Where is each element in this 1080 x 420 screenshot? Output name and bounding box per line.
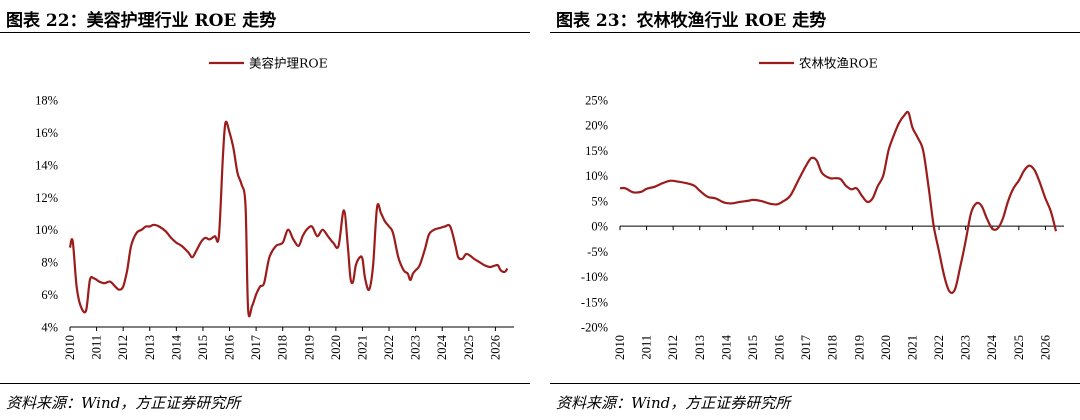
x-tick-label: 2022: [932, 335, 946, 360]
source-note: 资料来源：Wind，方正证券研究所: [556, 394, 791, 412]
chart-panel-beauty: 图表 22：美容护理行业 ROE 走势 美容护理ROE 4% 6% 8% 10% 12% 1…: [0, 0, 530, 420]
x-tick-label: 2017: [249, 335, 263, 360]
y-tick-label: 12%: [35, 191, 58, 205]
x-tick-label: 2014: [169, 334, 183, 360]
x-tick-label: 2023: [409, 335, 423, 360]
x-tick-label: 2017: [799, 335, 813, 360]
chart-title: 图表 23：农林牧渔行业 ROE 走势: [556, 11, 827, 31]
title-divider: [550, 32, 1080, 33]
y-tick-label: 14%: [35, 158, 58, 172]
x-tick-label: 2024: [435, 334, 449, 360]
y-tick-label: -15%: [581, 295, 608, 309]
y-tick-label: 5%: [591, 194, 608, 208]
x-tick-label: 2023: [959, 335, 973, 360]
x-tick-label: 2012: [666, 335, 680, 360]
x-tick-label: 2024: [985, 334, 999, 360]
x-tick-label: 2012: [116, 335, 130, 360]
x-tick-label: 2026: [1038, 335, 1052, 360]
x-tick-label: 2010: [613, 335, 627, 360]
x-tick-label: 2015: [746, 335, 760, 360]
x-tick-label: 2011: [640, 335, 654, 360]
x-tick-label: 2019: [852, 335, 866, 360]
x-tick-label: 2010: [63, 335, 77, 360]
source-divider: [0, 383, 530, 384]
chart-title: 图表 22：美容护理行业 ROE 走势: [6, 11, 277, 31]
legend-label: 美容护理ROE: [249, 56, 328, 71]
y-tick-label: 20%: [585, 119, 608, 133]
y-tick-label: 10%: [585, 169, 608, 183]
title-divider: [0, 32, 530, 33]
line-chart-beauty-roe: 美容护理ROE 4% 6% 8% 10% 12% 14% 16% 18% 2010 2011 2012…: [35, 56, 514, 360]
x-tick-label: 2025: [1012, 335, 1026, 360]
x-tick-label: 2016: [223, 335, 237, 360]
x-tick-label: 2018: [826, 335, 840, 360]
y-tick-label: 15%: [585, 144, 608, 158]
x-tick-label: 2013: [143, 335, 157, 360]
x-tick-label: 2014: [719, 334, 733, 360]
y-tick-label: 4%: [41, 321, 58, 335]
legend-label: 农林牧渔ROE: [799, 56, 878, 71]
y-tick-label: -5%: [587, 245, 608, 259]
x-tick-label: 2020: [879, 335, 893, 360]
y-tick-label: -20%: [581, 321, 608, 335]
y-tick-label: -10%: [581, 270, 608, 284]
y-tick-label: 18%: [35, 94, 58, 108]
series-line: [68, 120, 509, 318]
y-tick-label: 6%: [41, 288, 58, 302]
x-tick-label: 2025: [462, 335, 476, 360]
x-tick-label: 2020: [329, 335, 343, 360]
x-tick-label: 2015: [196, 335, 210, 360]
x-tick-label: 2026: [488, 335, 502, 360]
x-tick-label: 2019: [302, 335, 316, 360]
y-tick-label: 16%: [35, 126, 58, 140]
x-tick-label: 2022: [382, 335, 396, 360]
chart-panel-agriculture: 图表 23：农林牧渔行业 ROE 走势 农林牧渔ROE -20% -15% -10% -…: [550, 0, 1080, 420]
x-tick-label: 2016: [773, 335, 787, 360]
y-tick-label: 10%: [35, 223, 58, 237]
source-note: 资料来源：Wind，方正证券研究所: [6, 394, 241, 412]
legend: 农林牧渔ROE: [759, 56, 878, 71]
x-tick-label: 2021: [905, 335, 919, 360]
line-chart-agriculture-roe: 农林牧渔ROE -20% -15% -10% -5% 0% 5% 10% 15% 20% 25% 20…: [581, 56, 1064, 360]
y-tick-label: 8%: [41, 256, 58, 270]
series-line: [619, 110, 1058, 295]
source-divider: [550, 383, 1080, 384]
y-tick-label: 0%: [591, 220, 608, 234]
x-tick-label: 2013: [693, 335, 707, 360]
legend: 美容护理ROE: [209, 56, 328, 71]
x-tick-label: 2021: [355, 335, 369, 360]
x-tick-label: 2011: [90, 335, 104, 360]
x-tick-label: 2018: [276, 335, 290, 360]
y-tick-label: 25%: [585, 94, 608, 108]
